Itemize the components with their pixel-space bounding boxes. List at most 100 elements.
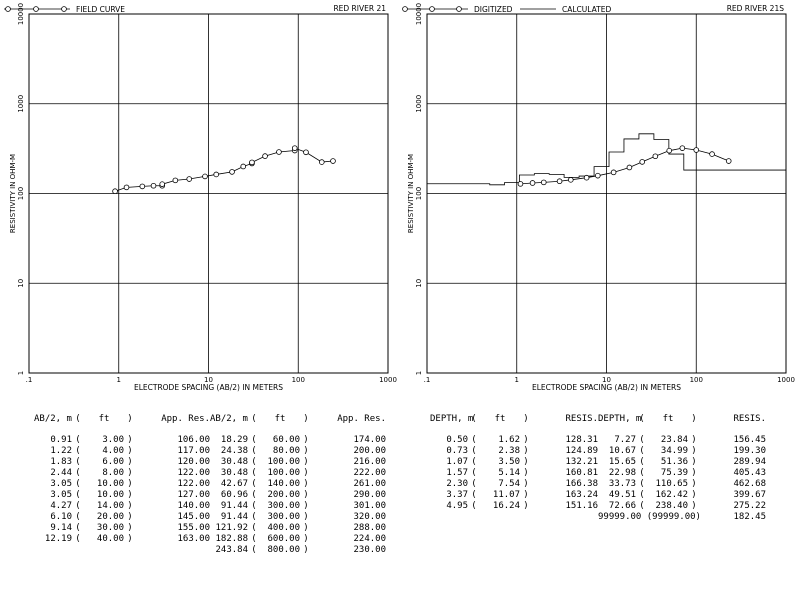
table-cell-value: 120.00 — [177, 457, 210, 467]
y-axis-label: RESISTIVITY IN OHM-M — [9, 154, 17, 233]
field-curve-point — [159, 181, 166, 187]
x-axis-label: ELECTRODE SPACING (AB/2) IN METERS — [134, 383, 283, 392]
table-paren: ) — [691, 457, 697, 467]
table-cell-ft: 4.00 — [102, 446, 124, 456]
table-paren: ( — [471, 468, 477, 478]
digitized-curve-point — [567, 177, 574, 183]
table-cell-m: 0.73 — [446, 446, 468, 456]
table-paren: ) — [303, 490, 309, 500]
digitized-curve-line — [520, 147, 729, 185]
table-cell-ft: 110.65 — [655, 479, 688, 489]
table-cell-m: 91.44 — [220, 512, 248, 522]
table-paren: ( — [471, 435, 477, 445]
table-cell-m: 3.05 — [50, 490, 72, 500]
legend-label-digitized: DIGITIZED — [474, 5, 513, 14]
table-cell-m: 30.48 — [220, 468, 248, 478]
x-axis-label: ELECTRODE SPACING (AB/2) IN METERS — [532, 383, 681, 392]
field-curve-point — [318, 159, 325, 165]
table-paren: ( — [251, 468, 257, 478]
y-tick-label: 10000 — [415, 3, 423, 25]
table-paren: ) — [523, 479, 529, 489]
table-cell-m: 3.37 — [446, 490, 468, 500]
table-cell-value: 289.94 — [733, 457, 766, 467]
x-tick-label: .1 — [26, 376, 33, 384]
field-curve-point — [240, 163, 247, 170]
table-header: DEPTH, m — [598, 414, 642, 424]
field-curve-point — [276, 149, 282, 155]
x-tick-label: 1000 — [379, 376, 397, 384]
table-cell-m: 22.98 — [608, 468, 636, 478]
table-paren: ( — [639, 457, 645, 467]
table-cell-m: 60.96 — [220, 490, 248, 500]
table-header-row: AB/2, m(ft) App. Res.AB/2, m(ft) App. Res. — [34, 414, 386, 425]
table-paren: ) — [303, 534, 309, 544]
table-paren: ) — [691, 479, 697, 489]
table-header: ) — [127, 414, 133, 424]
digitized-curve-point — [595, 172, 601, 179]
table-cell-m: 0.50 — [446, 435, 468, 445]
table-cell-value: 290.00 — [353, 490, 386, 500]
table-paren: ) — [691, 501, 697, 511]
table-cell-value: 122.00 — [177, 479, 210, 489]
table-header: App. Res. — [161, 414, 210, 424]
field-curve-point — [139, 183, 146, 190]
table-cell-m: 182.88 — [215, 534, 248, 544]
x-tick-label: 1000 — [777, 376, 795, 384]
table-cell-ft: 11.07 — [492, 490, 520, 500]
table-paren: ( — [251, 479, 257, 489]
table-cell-ft: 5.14 — [498, 468, 520, 478]
table-paren: ) — [127, 501, 133, 511]
table-cell-ft: 8.00 — [102, 468, 124, 478]
table-paren: ( — [251, 534, 257, 544]
chart-title: RED RIVER 21S — [727, 4, 785, 13]
table-paren: ( — [471, 501, 477, 511]
table-cell-m: 4.27 — [50, 501, 72, 511]
table-paren: ( — [75, 512, 81, 522]
table-row: 12.19(40.00) 163.00 182.88(600.00) 224.00 — [34, 534, 386, 545]
table-paren: ( — [471, 490, 477, 500]
table-paren: ) — [303, 523, 309, 533]
table-cell-value: 155.00 — [177, 523, 210, 533]
table-cell-m: 4.95 — [446, 501, 468, 511]
table-paren: ( — [251, 435, 257, 445]
digitized-curve-point — [626, 164, 633, 171]
table-paren: ) — [127, 479, 133, 489]
table-cell-value: 132.21 — [565, 457, 598, 467]
table-header: App. Res. — [337, 414, 386, 424]
table-header: RESIS. — [733, 414, 766, 424]
table-header: AB/2, m — [34, 414, 72, 424]
table-row: 243.84(800.00) 230.00 — [34, 545, 386, 556]
table-paren: ) — [303, 545, 309, 555]
table-cell-ft: 20.00 — [96, 512, 124, 522]
y-tick-label: 100 — [415, 187, 423, 200]
table-header: ) — [303, 414, 309, 424]
table-paren: ) — [303, 479, 309, 489]
table-cell-value: 399.67 — [733, 490, 766, 500]
y-tick-label: 1000 — [415, 95, 423, 113]
table-paren: ) — [127, 446, 133, 456]
table-cell-value: 166.38 — [565, 479, 598, 489]
table-cell-m: 9.14 — [50, 523, 72, 533]
legend-marker — [402, 6, 408, 12]
table-cell-value: 122.00 — [177, 468, 210, 478]
table-row: 1.07(3.50) 132.21 15.65(51.36) 289.94 — [430, 457, 766, 468]
table-cell-value: 163.00 — [177, 534, 210, 544]
table-cell-m: 2.44 — [50, 468, 72, 478]
field-curve-point — [112, 188, 118, 195]
table-cell-value: 405.43 — [733, 468, 766, 478]
table-paren: ) — [523, 446, 529, 456]
table-paren: ( — [251, 512, 257, 522]
table-cell-value: 156.45 — [733, 435, 766, 445]
table-cell-value: 275.22 — [733, 501, 766, 511]
legend-marker — [456, 6, 462, 12]
table-cell-ft: 75.39 — [660, 468, 688, 478]
table-header: ) — [691, 414, 697, 424]
legend-label-calculated: CALCULATED — [562, 5, 611, 14]
table-paren: ( — [75, 479, 81, 489]
table-cell-value: 261.00 — [353, 479, 386, 489]
table-cell-m: 121.92 — [215, 523, 248, 533]
table-paren: ( — [75, 523, 81, 533]
table-header: ft — [98, 414, 110, 424]
field-curve-point — [291, 145, 298, 151]
table-header: ft — [494, 414, 506, 424]
